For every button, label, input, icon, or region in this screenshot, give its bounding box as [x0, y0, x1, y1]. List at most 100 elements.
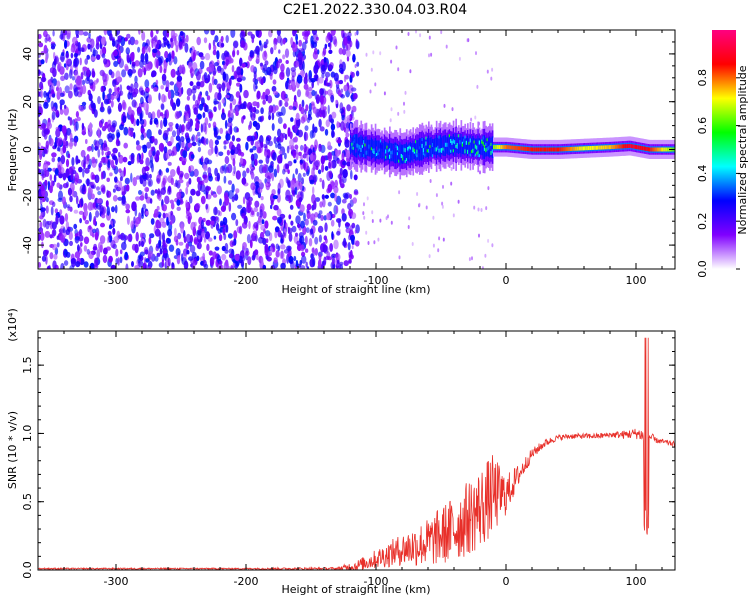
- noise-speckle: [251, 37, 255, 44]
- noise-speckle: [90, 193, 95, 200]
- noise-speckle: [441, 201, 444, 206]
- signal-band: [457, 136, 460, 154]
- noise-speckle: [186, 88, 193, 96]
- noise-speckle: [228, 202, 232, 212]
- noise-speckle: [343, 36, 348, 46]
- signal-core: [409, 146, 412, 151]
- signal-core: [495, 145, 498, 150]
- noise-speckle: [255, 54, 260, 63]
- noise-speckle: [101, 53, 106, 59]
- noise-speckle: [77, 244, 80, 252]
- noise-speckle: [369, 89, 372, 94]
- noise-speckle: [90, 100, 94, 109]
- noise-speckle: [99, 244, 103, 253]
- noise-speckle: [216, 50, 220, 60]
- noise-speckle: [355, 70, 360, 77]
- noise-speckle: [247, 135, 253, 141]
- noise-speckle: [335, 149, 340, 157]
- signal-core: [646, 147, 649, 151]
- signal-core: [431, 143, 434, 147]
- noise-speckle: [327, 42, 331, 48]
- noise-speckle: [62, 196, 66, 206]
- noise-speckle: [223, 139, 229, 145]
- noise-speckle: [176, 111, 182, 119]
- noise-speckle: [76, 116, 81, 122]
- noise-speckle: [66, 30, 71, 38]
- noise-speckle: [343, 237, 347, 248]
- noise-speckle: [64, 85, 70, 94]
- noise-speckle: [308, 109, 312, 117]
- noise-speckle: [138, 190, 142, 195]
- noise-speckle: [73, 138, 78, 147]
- noise-speckle: [149, 120, 153, 125]
- noise-speckle: [90, 38, 95, 49]
- noise-speckle: [355, 240, 360, 247]
- noise-speckle: [275, 243, 279, 250]
- noise-speckle: [164, 110, 167, 119]
- noise-speckle: [56, 147, 61, 152]
- spectrogram-y-tick-label: 40: [21, 47, 34, 61]
- noise-speckle: [96, 249, 101, 259]
- noise-speckle: [158, 194, 162, 201]
- noise-speckle: [82, 66, 88, 71]
- noise-speckle: [192, 51, 196, 61]
- noise-speckle: [141, 46, 146, 55]
- signal-core: [584, 146, 586, 151]
- noise-speckle: [276, 193, 281, 203]
- noise-speckle: [238, 95, 242, 105]
- noise-speckle: [51, 93, 56, 98]
- noise-speckle: [149, 233, 155, 239]
- noise-speckle: [230, 264, 234, 269]
- noise-speckle: [133, 81, 139, 89]
- spectrogram-x-tick-label: 100: [626, 274, 647, 287]
- snr-x-tick-label: -200: [234, 575, 259, 588]
- noise-speckle: [57, 156, 61, 163]
- signal-band: [472, 135, 474, 157]
- noise-speckle: [185, 113, 190, 122]
- signal-speckle: [455, 144, 458, 148]
- noise-speckle: [119, 176, 123, 182]
- noise-speckle: [101, 149, 104, 156]
- noise-speckle: [308, 237, 313, 247]
- noise-speckle: [343, 260, 349, 267]
- noise-speckle: [334, 179, 339, 188]
- signal-core: [507, 145, 509, 150]
- noise-speckle: [83, 261, 89, 268]
- noise-speckle: [235, 170, 241, 180]
- noise-speckle: [333, 239, 339, 250]
- signal-core: [360, 148, 363, 152]
- signal-core: [485, 148, 487, 153]
- noise-speckle: [200, 55, 205, 60]
- noise-speckle: [93, 264, 99, 269]
- noise-speckle: [45, 250, 49, 255]
- noise-speckle: [220, 205, 226, 212]
- signal-core: [590, 146, 593, 150]
- noise-speckle: [103, 247, 108, 255]
- noise-speckle: [276, 111, 282, 117]
- noise-speckle: [140, 240, 145, 248]
- chart-title: C2E1.2022.330.04.03.R04: [282, 2, 468, 18]
- signal-speckle: [415, 140, 418, 144]
- noise-speckle: [225, 35, 229, 43]
- noise-speckle: [280, 262, 286, 269]
- noise-speckle: [156, 109, 161, 119]
- noise-speckle: [189, 81, 194, 87]
- noise-speckle: [51, 157, 56, 163]
- noise-speckle: [56, 90, 61, 100]
- noise-speckle: [141, 31, 146, 41]
- noise-speckle: [196, 36, 201, 46]
- noise-speckle: [79, 218, 82, 224]
- noise-speckle: [325, 119, 330, 128]
- signal-core: [468, 138, 470, 143]
- noise-speckle: [175, 248, 181, 256]
- noise-speckle: [336, 121, 340, 129]
- noise-speckle: [249, 111, 253, 118]
- snr-series-line: [38, 337, 675, 570]
- noise-speckle: [170, 214, 175, 224]
- noise-speckle: [273, 65, 278, 75]
- noise-speckle: [304, 162, 309, 173]
- noise-speckle: [169, 199, 174, 204]
- noise-speckle: [297, 223, 301, 229]
- colorbar-tick-label: 0.2: [696, 212, 709, 230]
